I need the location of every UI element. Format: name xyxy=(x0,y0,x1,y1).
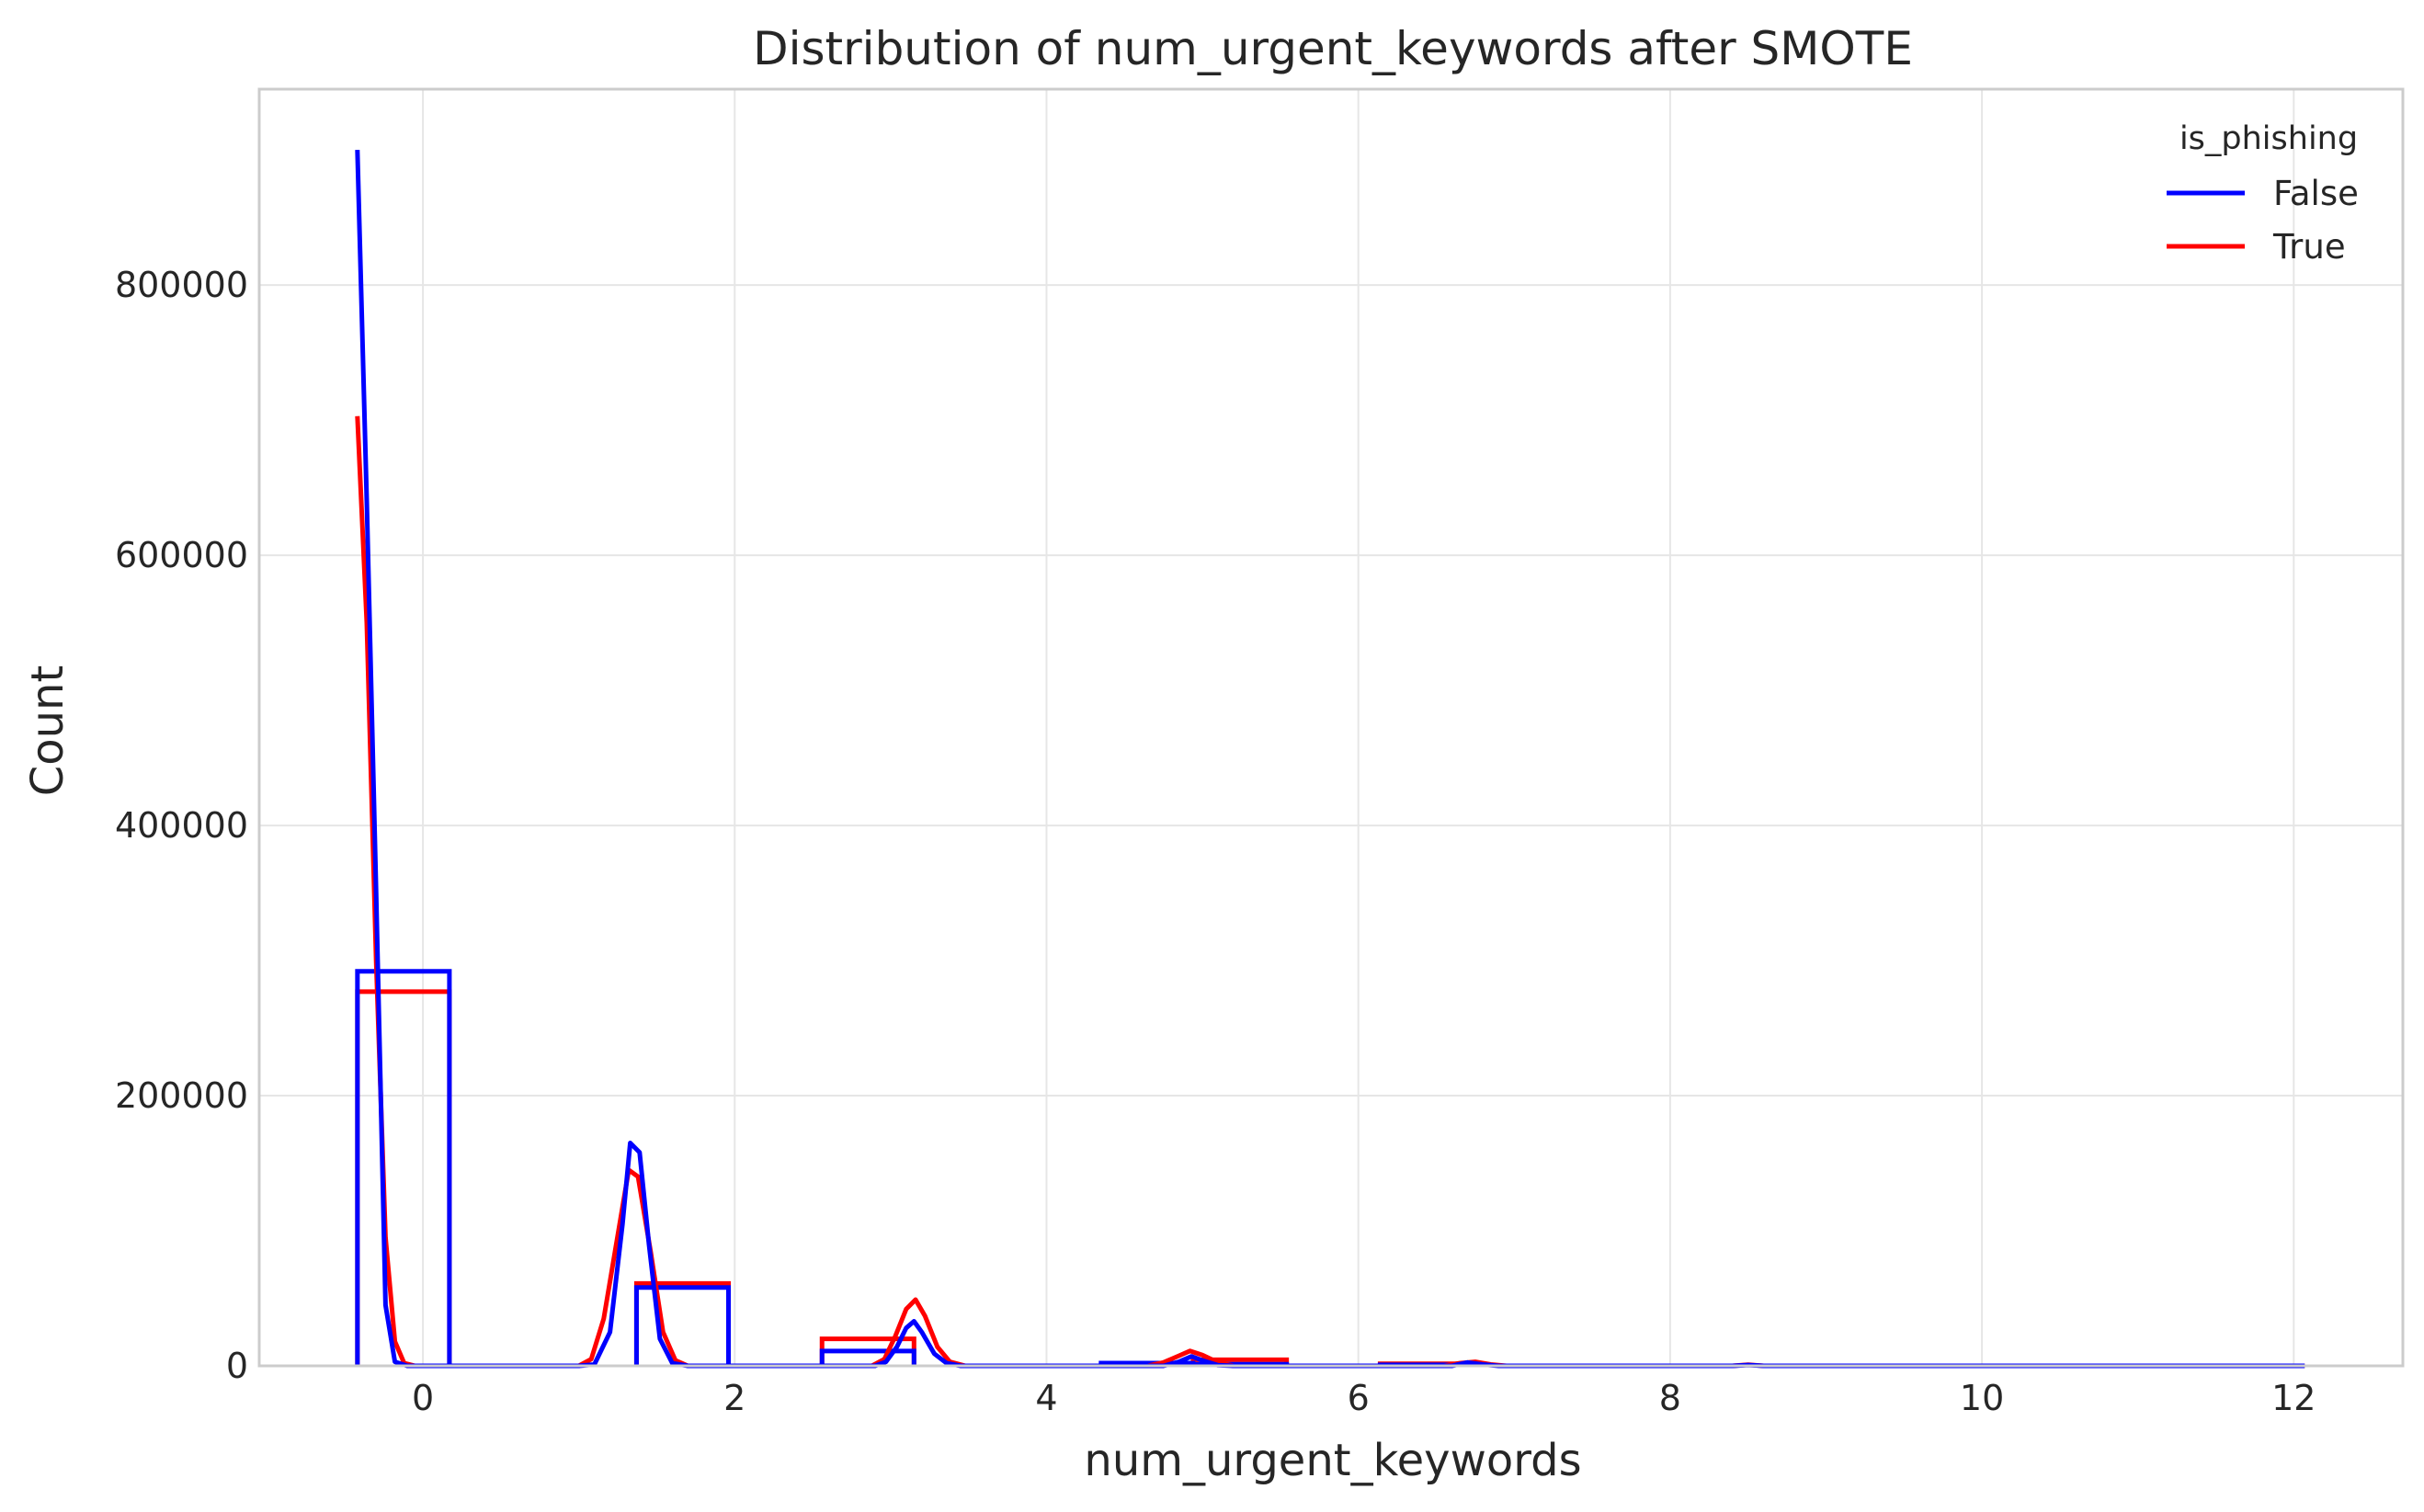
x-tick-label: 8 xyxy=(1659,1378,1681,1418)
grid xyxy=(259,89,2403,1367)
plot-frame xyxy=(257,87,2405,1368)
y-tick-label: 0 xyxy=(226,1346,248,1386)
x-tick-label: 0 xyxy=(412,1378,434,1418)
x-tick-label: 6 xyxy=(1348,1378,1370,1418)
tick-labels: 0 2 4 6 8 10 12 0 200000 400000 600000 800000 xyxy=(115,265,2316,1418)
y-tick-label: 200000 xyxy=(115,1075,248,1116)
x-tick-label: 2 xyxy=(723,1378,745,1418)
legend-label-false: False xyxy=(2273,174,2359,213)
hist-bar-false xyxy=(819,1348,916,1366)
y-tick-label: 400000 xyxy=(115,805,248,846)
hist-bar-false xyxy=(355,969,452,1366)
y-tick-label: 600000 xyxy=(115,535,248,575)
x-tick-label: 10 xyxy=(1960,1378,2004,1418)
chart-title: Distribution of num_urgent_keywords afte… xyxy=(753,22,1913,75)
legend-title: is_phishing xyxy=(2179,120,2358,157)
x-tick-label: 4 xyxy=(1035,1378,1057,1418)
hist-bar-false xyxy=(633,1285,731,1366)
x-axis-label: num_urgent_keywords xyxy=(1084,1435,1581,1486)
legend-label-true: True xyxy=(2272,227,2346,267)
legend: is_phishing False True xyxy=(2167,120,2359,267)
y-tick-label: 800000 xyxy=(115,265,248,305)
y-axis-label: Count xyxy=(22,665,74,797)
x-tick-label: 12 xyxy=(2271,1378,2316,1418)
